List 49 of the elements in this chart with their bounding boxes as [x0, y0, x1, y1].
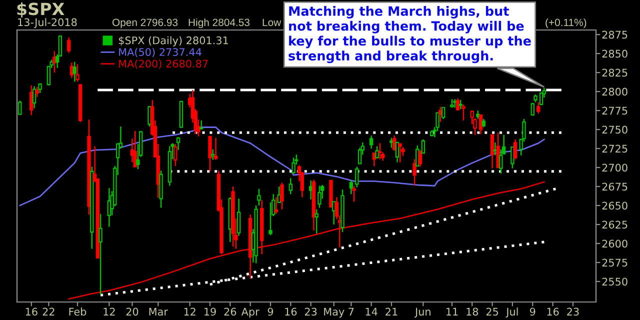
annotation: Matching the March highs, but not breaking them. Today will be key for the bulls to muster up the strength and break through. — [288, 6, 531, 64]
y-tick-label: 2750 — [602, 126, 628, 134]
y-tick-label: 2725 — [602, 144, 628, 153]
x-tick-label: 9 — [530, 308, 536, 316]
x-tick-label: 12 — [184, 308, 196, 316]
x-tick-label: 16 — [285, 308, 297, 316]
x-tick-label: Apr — [241, 308, 260, 318]
y-tick-label: 2800 — [602, 88, 628, 96]
text: Low — [262, 18, 282, 26]
x-tick-label: May — [324, 308, 344, 318]
x-tick-label: 7 — [348, 308, 354, 316]
y-tick-label: 2700 — [602, 164, 628, 172]
x-tick-label: 20 — [126, 308, 138, 316]
text: (+0.11%) — [546, 18, 586, 28]
x-tick-label: 26 — [224, 308, 236, 316]
legend-label: $SPX (Daily) 2801.31 — [118, 36, 228, 46]
x-tick-label: Jun — [414, 308, 430, 318]
y-tick-label: 2875 — [602, 30, 628, 39]
y-tick-label: 2550 — [602, 278, 628, 286]
x-tick-label: 12 — [104, 308, 115, 316]
x-tick-label: Mar — [149, 308, 168, 316]
y-tick-label: 2675 — [602, 182, 628, 191]
legend-label: MA(50) 2737.44 — [119, 48, 202, 58]
x-tick-label: 18 — [466, 308, 478, 316]
y-tick-label: 2825 — [602, 68, 628, 77]
chart-title: $SPX — [17, 2, 64, 18]
y-tick-label: 2775 — [602, 106, 628, 115]
x-tick-label: 11 — [446, 308, 458, 316]
x-tick-label: 22 — [42, 308, 54, 316]
y-tick-label: 2850 — [602, 50, 628, 58]
y-tick-label: 2575 — [602, 258, 628, 267]
x-tick-label: 19 — [204, 308, 216, 316]
x-tick-label: 9 — [268, 308, 274, 316]
x-tick-label: 16 — [547, 308, 559, 316]
y-tick-label: 2600 — [602, 240, 628, 248]
y-tick-label: 2650 — [602, 202, 628, 210]
x-tick-label: 25 — [486, 308, 498, 316]
x-tick-label: 16 — [26, 308, 38, 316]
x-tick-label: 23 — [304, 308, 317, 316]
text: High 2804.53 — [188, 18, 250, 28]
x-tick-label: Feb — [69, 308, 86, 316]
text: Open 2796.93 — [112, 18, 178, 28]
y-tick-label: 2625 — [602, 220, 628, 229]
chart-subtitle: 13-Jul-2018 — [18, 18, 77, 28]
x-tick-label: 23 — [567, 308, 579, 316]
x-tick-label: 14 — [366, 308, 378, 316]
legend-label: MA(200) 2680.87 — [119, 60, 208, 69]
x-tick-label: Jul — [506, 308, 518, 318]
x-tick-label: 21 — [386, 308, 398, 316]
